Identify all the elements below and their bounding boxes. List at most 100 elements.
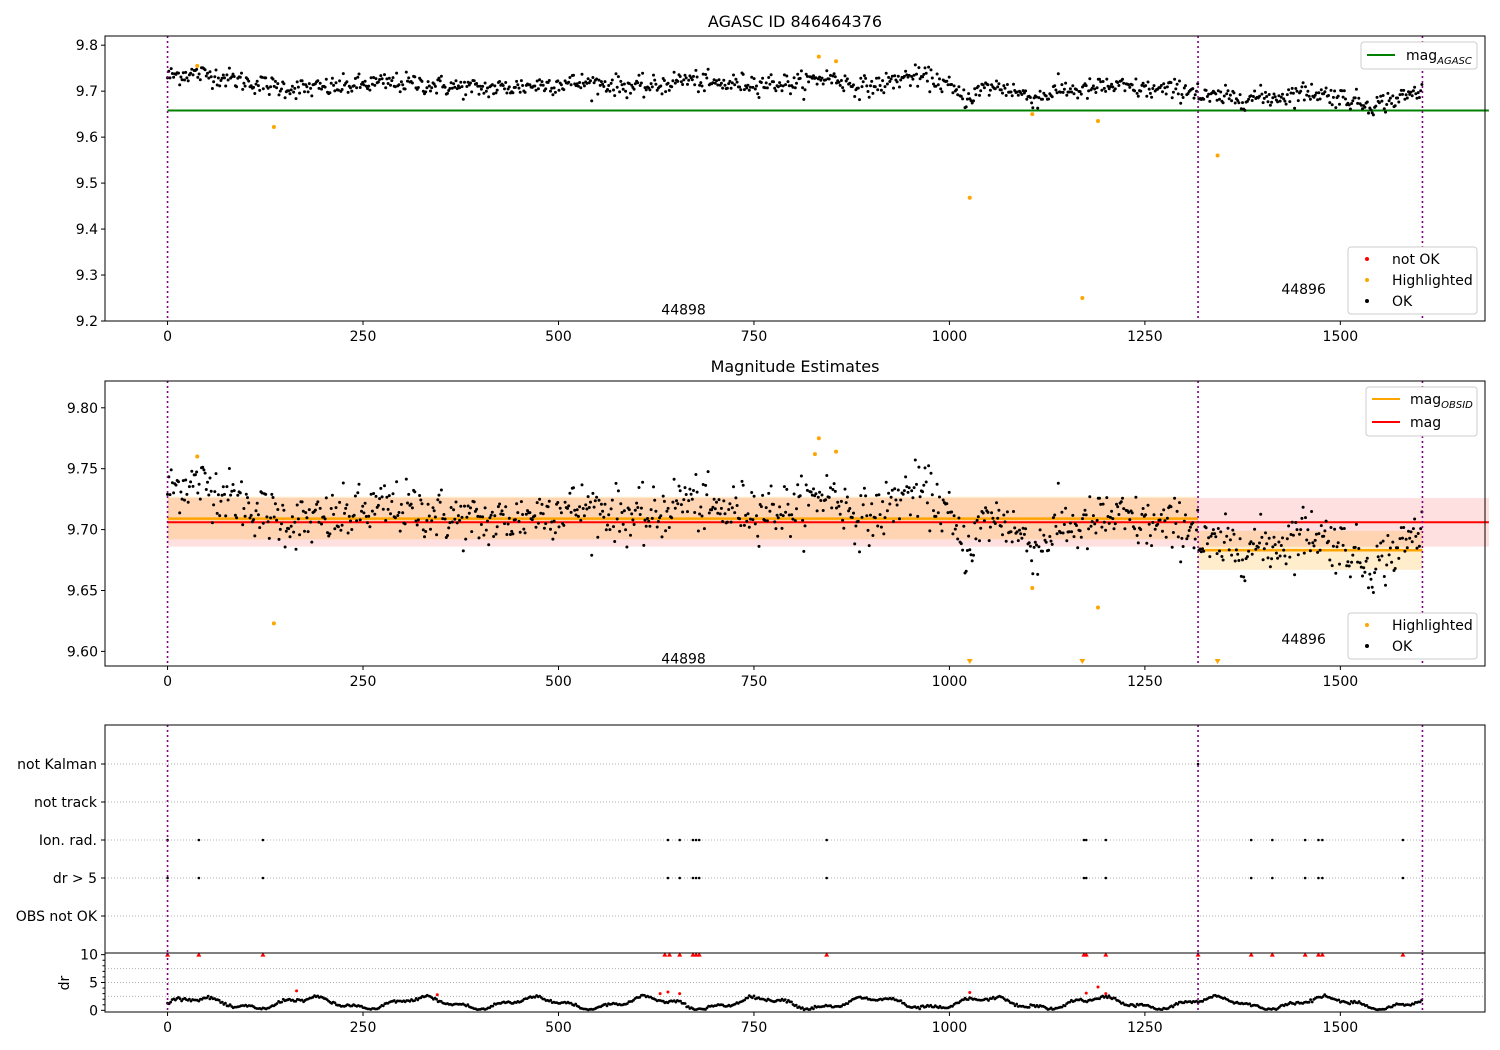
panel1-title: AGASC ID 846464376 — [708, 12, 882, 31]
ok-point — [676, 502, 680, 506]
ok-point — [569, 510, 573, 514]
ok-point — [1304, 516, 1307, 520]
ok-point — [1139, 89, 1143, 93]
ok-point — [1094, 91, 1098, 94]
ok-point — [288, 92, 292, 96]
ok-point — [1170, 545, 1174, 549]
ok-point — [1201, 547, 1204, 551]
dr-point — [381, 1004, 385, 1008]
x-tick-label: 250 — [350, 1020, 377, 1036]
ok-point — [1312, 544, 1316, 548]
ok-point — [996, 85, 1000, 89]
ok-point — [616, 489, 620, 493]
ok-point — [829, 486, 832, 490]
ok-point — [792, 76, 796, 80]
ok-point — [294, 97, 298, 101]
ok-point — [309, 86, 313, 90]
ok-point — [1285, 93, 1289, 97]
ok-point — [1070, 530, 1074, 534]
ok-point — [1323, 529, 1327, 533]
ok-point — [837, 80, 841, 84]
ok-point — [1259, 83, 1263, 87]
ok-point — [533, 514, 537, 518]
ok-point — [551, 537, 555, 541]
ok-point — [516, 511, 520, 515]
ok-point — [277, 537, 281, 541]
ok-point — [693, 511, 697, 514]
ok-point — [1270, 557, 1274, 561]
ok-point — [1116, 505, 1120, 509]
flag-point — [1104, 876, 1108, 880]
ok-point — [979, 89, 983, 93]
ok-point — [881, 79, 885, 83]
ok-point — [1020, 536, 1024, 540]
ok-point — [390, 79, 394, 83]
ok-point — [1414, 92, 1418, 96]
ok-point — [889, 495, 893, 499]
ok-point — [905, 73, 909, 77]
ok-point — [1144, 513, 1148, 517]
ok-point — [792, 492, 796, 496]
ok-point — [1347, 103, 1351, 107]
ok-point — [458, 86, 462, 90]
ok-point — [1363, 570, 1367, 574]
ok-point — [1044, 540, 1048, 544]
ok-point — [220, 493, 224, 497]
ok-point — [305, 516, 309, 520]
ok-point — [924, 71, 928, 75]
ok-point — [1305, 538, 1309, 542]
x-tick-label: 1250 — [1127, 329, 1163, 345]
ok-point — [189, 71, 193, 75]
ok-point — [1228, 538, 1232, 542]
ok-point — [763, 519, 767, 522]
ok-point — [1316, 98, 1320, 102]
ok-point — [637, 73, 641, 77]
ok-point — [435, 533, 439, 537]
dr-not-ok-point — [968, 991, 972, 995]
ok-point — [425, 86, 429, 90]
ok-point — [984, 506, 988, 510]
ok-point — [627, 82, 631, 86]
ok-point — [956, 537, 960, 541]
ok-point — [282, 82, 286, 86]
ok-point — [1236, 99, 1240, 102]
ok-point — [1226, 526, 1230, 530]
ok-point — [670, 516, 674, 520]
ok-point — [671, 79, 675, 83]
ok-point — [172, 75, 176, 79]
ok-point — [782, 73, 786, 77]
ok-point — [824, 498, 828, 502]
ok-point — [1251, 95, 1255, 98]
ok-point — [957, 85, 961, 89]
ok-point — [710, 508, 714, 512]
ok-point — [706, 470, 710, 474]
ok-point — [716, 511, 720, 515]
ok-point — [999, 524, 1003, 528]
ok-point — [1220, 555, 1224, 558]
ok-point — [229, 493, 233, 497]
ok-point — [1100, 525, 1104, 529]
ok-point — [988, 525, 992, 529]
ok-point — [1024, 527, 1028, 531]
ok-point — [887, 75, 891, 79]
ok-point — [602, 515, 606, 519]
ok-point — [793, 86, 797, 90]
ok-point — [585, 507, 589, 511]
ok-point — [759, 505, 763, 509]
ok-point — [959, 94, 963, 98]
ok-point — [295, 80, 299, 84]
ok-point — [869, 513, 872, 517]
ok-point — [608, 89, 612, 93]
ok-point — [767, 76, 771, 79]
legend-mag: mag — [1410, 415, 1441, 431]
ok-point — [732, 485, 735, 489]
ok-point — [752, 77, 756, 81]
panel3-flag-points — [166, 762, 1405, 880]
ok-point — [461, 549, 465, 553]
flag-point — [825, 876, 828, 880]
ok-point — [858, 550, 861, 554]
ok-point — [1289, 91, 1293, 95]
ok-point — [207, 493, 211, 497]
ok-point — [250, 520, 254, 524]
ok-point — [1361, 574, 1364, 578]
